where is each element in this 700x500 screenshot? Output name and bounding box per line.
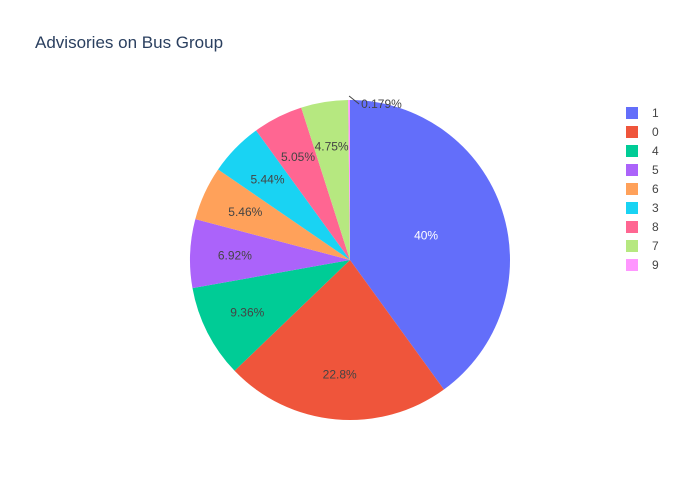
legend-label-8: 8	[652, 220, 659, 234]
slice-label-8: 5.05%	[281, 150, 315, 164]
slice-label-5: 6.92%	[218, 248, 252, 262]
legend-swatch-4	[626, 145, 638, 157]
legend-swatch-0	[626, 126, 638, 138]
slice-label-4: 9.36%	[230, 305, 264, 319]
legend-swatch-9	[626, 259, 638, 271]
slice-label-7: 4.75%	[315, 139, 349, 153]
pie-slice-9[interactable]	[348, 99, 350, 260]
legend-item-1[interactable]: 1	[626, 106, 659, 120]
pie-slice-1[interactable]	[350, 100, 510, 390]
legend-swatch-8	[626, 221, 638, 233]
slice-label-9: 0.179%	[361, 97, 402, 111]
legend-item-6[interactable]: 6	[626, 182, 659, 196]
legend-label-0: 0	[652, 125, 659, 139]
legend-label-6: 6	[652, 182, 659, 196]
pie-slice-8[interactable]	[256, 107, 350, 261]
legend[interactable]: 1 0 4 5 6 3 8 7 9	[626, 106, 659, 272]
pie-slice-labels: 40% 22.8% 9.36% 6.92% 5.46% 5.44% 5.05%4.75% 0.…	[218, 95, 438, 382]
pie-slice-7[interactable]	[301, 100, 350, 260]
legend-label-4: 4	[652, 144, 659, 158]
slice-label-connector-9	[348, 95, 360, 105]
legend-item-5[interactable]: 5	[626, 163, 659, 177]
slice-label-0: 22.8%	[323, 368, 357, 382]
chart-title: Advisories on Bus Group	[35, 33, 224, 52]
legend-item-3[interactable]: 3	[626, 201, 659, 215]
pie-slice-4[interactable]	[192, 260, 350, 371]
legend-item-9[interactable]: 9	[626, 258, 659, 272]
slice-label-1: 40%	[414, 228, 438, 242]
legend-item-4[interactable]: 4	[626, 144, 659, 158]
legend-item-7[interactable]: 7	[626, 239, 659, 253]
legend-label-7: 7	[652, 239, 659, 253]
legend-label-1: 1	[652, 106, 659, 120]
legend-label-5: 5	[652, 163, 659, 177]
pie-slices	[190, 99, 510, 421]
legend-swatch-7	[626, 240, 638, 252]
legend-label-3: 3	[652, 201, 659, 215]
legend-swatch-5	[626, 164, 638, 176]
pie-slice-5[interactable]	[190, 219, 350, 289]
pie-slice-0[interactable]	[234, 260, 444, 421]
legend-swatch-3	[626, 202, 638, 214]
legend-swatch-1	[626, 107, 638, 119]
legend-item-0[interactable]: 0	[626, 125, 659, 139]
legend-label-9: 9	[652, 258, 659, 272]
pie-slice-6[interactable]	[195, 169, 350, 260]
legend-item-8[interactable]: 8	[626, 220, 659, 234]
legend-swatch-6	[626, 183, 638, 195]
slice-label-3: 5.44%	[250, 173, 284, 187]
pie-slice-3[interactable]	[218, 130, 350, 260]
slice-label-6: 5.46%	[228, 205, 262, 219]
